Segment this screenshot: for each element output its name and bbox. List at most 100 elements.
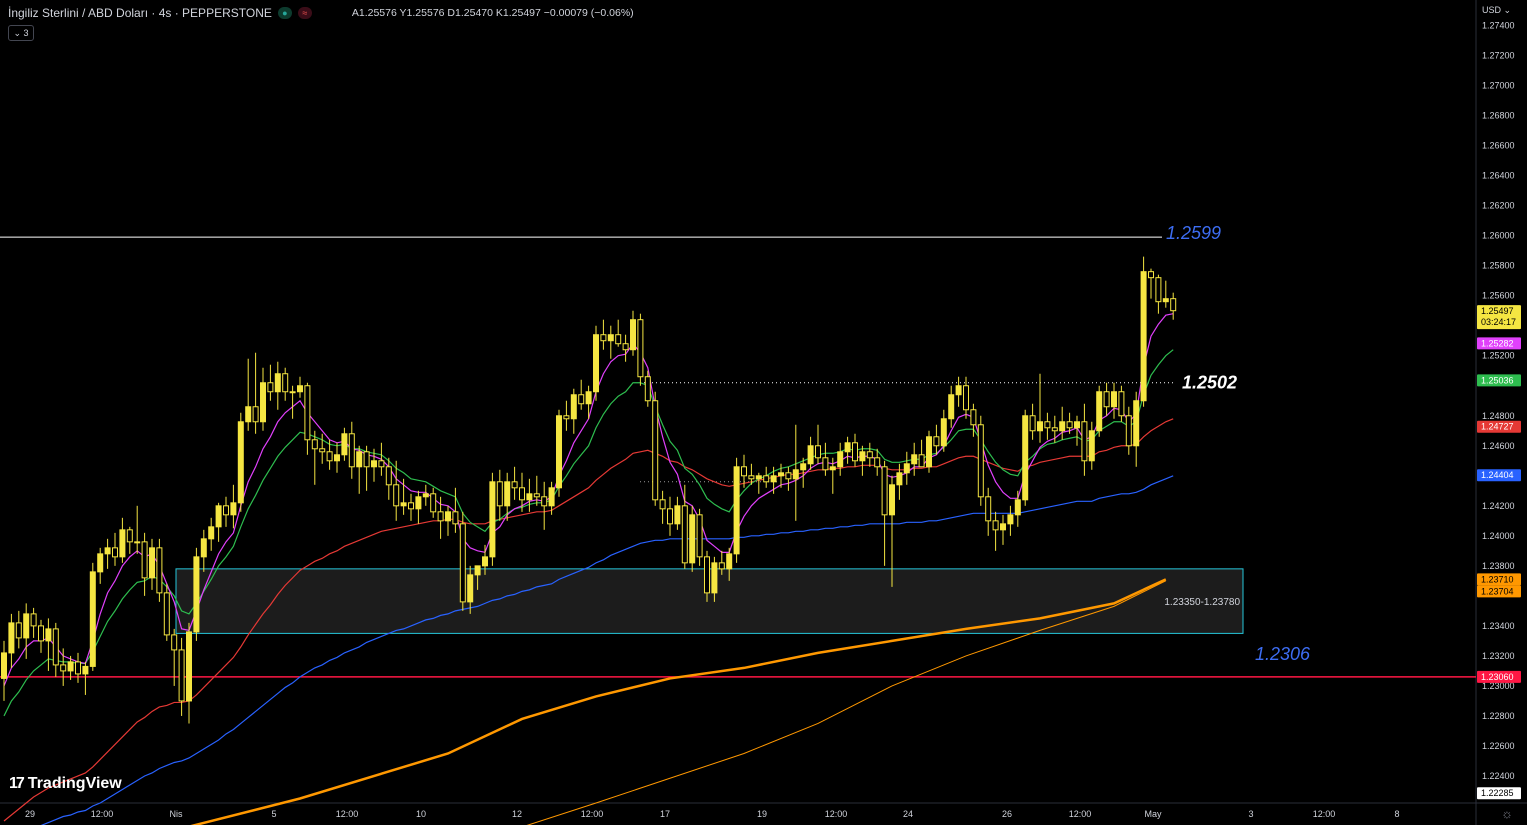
candle [363, 445, 370, 491]
price-label: 1.22285 [1477, 787, 1521, 800]
time-tick-label: 12:00 [1069, 809, 1092, 819]
candle-body [881, 466, 888, 516]
candle [674, 496, 681, 530]
time-tick-label: May [1144, 809, 1162, 819]
candle-body [711, 562, 718, 594]
candle [859, 445, 866, 476]
candle [866, 442, 873, 467]
gear-icon[interactable]: ☼ [1501, 806, 1513, 821]
price-label-bg [1477, 469, 1521, 482]
candle-body [918, 454, 925, 468]
candle [533, 475, 540, 506]
candle [1103, 382, 1110, 416]
candle [400, 478, 407, 515]
price-tick-label: 1.25600 [1482, 291, 1515, 301]
candle-body [778, 472, 784, 477]
candle [23, 603, 30, 659]
price-tick-label: 1.26800 [1482, 111, 1515, 121]
price-tick-label: 1.26000 [1482, 231, 1515, 241]
candle [1, 640, 7, 701]
candle-body [955, 385, 962, 396]
candle-body [829, 466, 836, 471]
candle-body [903, 463, 910, 474]
price-label: 1.23060 [1477, 670, 1521, 683]
candle-body [526, 493, 533, 501]
candle [940, 409, 947, 452]
candle [97, 547, 104, 584]
candle [526, 478, 533, 512]
price-label-bg [1477, 670, 1521, 683]
candle-body [15, 622, 22, 639]
candle-body [1051, 427, 1058, 432]
candle-body [948, 394, 955, 420]
candle-body [741, 466, 747, 477]
candle-body [415, 496, 422, 510]
candle-body [755, 475, 762, 480]
candle-body [785, 472, 792, 480]
candle [171, 628, 178, 686]
candle-body [97, 553, 104, 573]
candle [348, 421, 355, 479]
price-tick-label: 1.26400 [1482, 171, 1515, 181]
price-labels: 1.2549703:24:171.252821.250361.247271.24… [1477, 305, 1521, 800]
symbol-title[interactable]: İngiliz Sterlini / ABD Doları · 4s · PEP… [8, 6, 272, 20]
candle-body [1066, 421, 1073, 429]
price-tick-label: 1.22800 [1482, 711, 1515, 721]
tradingview-logo[interactable]: 17 TradingView [9, 775, 122, 793]
candle [1007, 505, 1014, 536]
candle-body [1111, 391, 1117, 408]
candle [60, 648, 67, 686]
candle-body [970, 409, 977, 426]
candle [467, 565, 474, 614]
delayed-data-icon: ≈ [297, 7, 312, 19]
candle-body [1022, 415, 1029, 501]
candle [430, 487, 437, 518]
candle [792, 424, 799, 521]
candle [141, 532, 148, 596]
price-label-text: 1.25497 [1481, 306, 1514, 316]
candle [163, 583, 170, 641]
candle-body [1103, 391, 1110, 408]
candle-body [30, 613, 37, 627]
candle [755, 472, 762, 494]
resistance-label: 1.2599 [1166, 223, 1221, 243]
candle-body [52, 628, 59, 666]
candle [637, 313, 644, 386]
price-tick-label: 1.26200 [1482, 201, 1515, 211]
candle [970, 403, 977, 437]
ema-orange-thick [190, 578, 1167, 825]
time-tick-label: 12:00 [581, 809, 604, 819]
price-tick-label: 1.27200 [1482, 51, 1515, 61]
candle-body [511, 481, 518, 489]
candle [785, 466, 792, 491]
price-tick-label: 1.23800 [1482, 561, 1515, 571]
indicators-collapse-button[interactable]: ⌄ 3 [8, 25, 34, 41]
price-label-text: 1.23060 [1481, 672, 1514, 682]
candle [126, 526, 133, 554]
candle [215, 502, 222, 542]
candle-body [504, 481, 511, 507]
candle-body [489, 481, 496, 558]
candle-body [704, 556, 710, 594]
candle-body [1133, 400, 1140, 447]
candle-body [1118, 391, 1125, 417]
tradingview-logo-icon: 17 [9, 775, 25, 792]
time-tick-label: 12:00 [91, 809, 114, 819]
candle-body [319, 448, 326, 453]
candle-body [652, 400, 659, 501]
candle [1148, 268, 1154, 299]
candle [837, 442, 844, 476]
candle [1170, 292, 1177, 320]
candle [556, 409, 562, 497]
time-tick-label: 8 [1394, 809, 1399, 819]
price-label-bg [1477, 585, 1521, 598]
candle [933, 424, 940, 455]
candle-body [926, 436, 932, 468]
candle [822, 442, 829, 476]
currency-selector[interactable]: USD ⌄ [1481, 5, 1511, 15]
price-label-text: 1.25036 [1481, 375, 1514, 385]
candle [311, 430, 318, 485]
candle-body [696, 514, 703, 558]
